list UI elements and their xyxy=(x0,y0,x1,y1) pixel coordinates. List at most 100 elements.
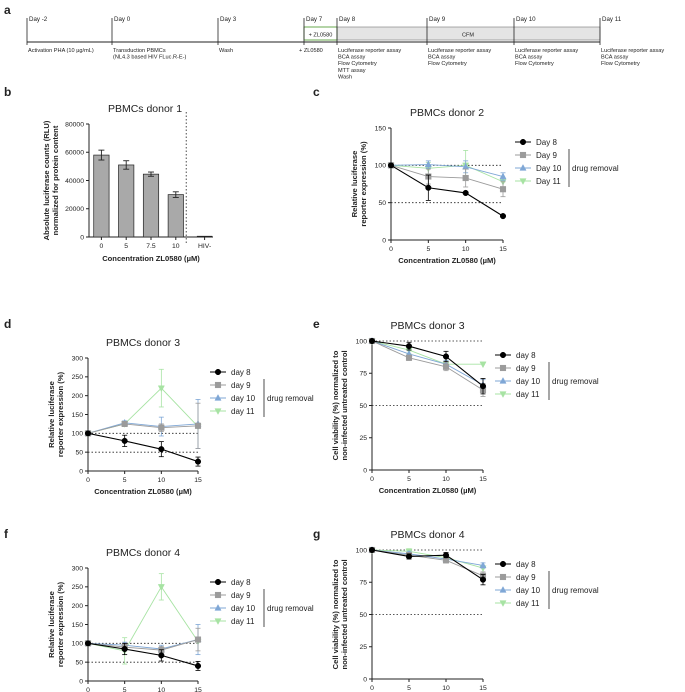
data-point xyxy=(194,662,202,669)
legend-label: day 10 xyxy=(231,604,256,613)
series-line xyxy=(371,340,483,365)
legend-marker xyxy=(519,151,527,159)
y-tick-label: 200 xyxy=(72,603,84,610)
data-point xyxy=(442,557,450,564)
y-tick-label: 150 xyxy=(72,412,84,419)
series-day8 xyxy=(84,640,202,671)
chart-title: PBMCs donor 1 xyxy=(108,103,182,115)
data-point xyxy=(194,422,202,429)
timeline-day-label: Day 10 xyxy=(516,16,536,23)
x-tick-label: 5 xyxy=(123,687,127,692)
series-day10 xyxy=(84,624,202,656)
x-tick-label: 0 xyxy=(86,477,90,484)
x-tick-label: 7.5 xyxy=(146,243,156,250)
legend-marker xyxy=(519,164,527,171)
data-point xyxy=(479,561,487,569)
timeline-note: Wash xyxy=(338,74,352,80)
data-point xyxy=(442,363,450,370)
x-tick-label: 10 xyxy=(158,477,166,484)
panel-label-e: e xyxy=(313,317,320,331)
timeline-note: BCA assay xyxy=(338,55,366,61)
timeline-event: Day 3 Wash xyxy=(217,16,237,54)
y-axis-label: Relative luciferasereporter expression (… xyxy=(47,581,65,667)
series-line xyxy=(390,164,504,177)
x-tick-label: 5 xyxy=(426,246,430,253)
data-point xyxy=(387,162,395,169)
data-point xyxy=(158,652,165,659)
legend-label: day 10 xyxy=(516,586,541,595)
legend-marker xyxy=(519,178,527,185)
series-day9 xyxy=(84,402,202,449)
y-tick-label: 0 xyxy=(363,676,367,683)
data-point xyxy=(462,189,469,197)
y-tick-label: 0 xyxy=(382,237,386,244)
legend-marker xyxy=(214,394,222,401)
chart-d: PBMCs donor 3 0 50 100 150 200 250 300 0 5 10 15Con… xyxy=(47,337,314,496)
x-axis-label: Concentration ZL0580 (µM) xyxy=(379,486,477,495)
y-tick-label: 100 xyxy=(72,431,84,438)
chart-g: PBMCs donor 40255075100051015Concentrati… xyxy=(331,529,599,692)
data-point xyxy=(442,353,450,360)
x-axis-label: Concentration ZL0580 (µM) xyxy=(94,487,192,496)
y-tick-label: 0 xyxy=(80,234,84,241)
y-axis-label-line: Cell viability (%) normalized to xyxy=(331,559,340,669)
series-day9 xyxy=(84,627,202,655)
series-line xyxy=(371,340,484,391)
data-point xyxy=(405,553,413,560)
timeline-note: Flow Cytometry xyxy=(338,61,377,67)
y-tick-label: 0 xyxy=(79,468,83,475)
series-day8 xyxy=(387,162,507,220)
legend-marker xyxy=(519,138,527,146)
legend-marker xyxy=(499,560,507,568)
legend: day 8 day 9 day 10 day 11 drug removal xyxy=(210,578,314,627)
y-axis-label-line: Absolute luciferase counts (RLU) xyxy=(42,120,51,240)
legend-bracket-label: drug removal xyxy=(267,604,314,613)
legend-bracket-label: drug removal xyxy=(552,586,599,595)
data-point xyxy=(405,354,413,361)
y-tick-label: 50 xyxy=(378,200,386,207)
chart-title: PBMCs donor 3 xyxy=(390,320,464,332)
y-tick-label: 100 xyxy=(375,163,387,170)
timeline-note: Flow Cytometry xyxy=(601,61,640,67)
timeline-note: Activation PHA (10 µg/mL) xyxy=(28,48,94,54)
series-day9 xyxy=(368,337,487,397)
x-tick-label: 5 xyxy=(124,243,128,250)
legend-label: Day 9 xyxy=(536,151,557,160)
chart-e: PBMCs donor 3 0 25 50 75 100 0 5 10 15Concentrati… xyxy=(331,320,599,495)
legend-bracket-label: drug removal xyxy=(552,377,599,386)
x-axis-label: Concentration ZL0580 (µM) xyxy=(398,256,496,265)
y-tick-label: 50 xyxy=(75,450,83,457)
series-day8 xyxy=(368,337,487,395)
legend-bracket-label: drug removal xyxy=(267,394,314,403)
timeline-note: Luciferase reporter assay xyxy=(338,48,401,54)
legend-marker xyxy=(214,578,222,586)
legend-marker xyxy=(214,591,222,599)
series-day11 xyxy=(387,149,507,186)
x-tick-label: 0 xyxy=(389,246,393,253)
y-axis-label-line: Relative luciferase xyxy=(47,381,56,448)
timeline-event: Day -2 Activation PHA (10 µg/mL) xyxy=(26,16,94,54)
series-line xyxy=(371,340,484,387)
legend-label: day 8 xyxy=(231,368,251,377)
legend-label: day 10 xyxy=(231,394,256,403)
timeline-event: Day 7 + ZL0580 xyxy=(299,16,323,54)
x-axis-label: Concentration ZL0580 (µM) xyxy=(102,254,200,263)
timeline-note: Luciferase reporter assay xyxy=(601,48,664,54)
chart-title: PBMCs donor 3 xyxy=(106,337,180,349)
x-tick-label: 0 xyxy=(370,476,374,483)
x-tick-label: 0 xyxy=(100,243,104,250)
y-axis-label-line: non-infected untreated control xyxy=(340,559,349,669)
y-axis-label: Relative luciferasereporter expression (… xyxy=(47,371,65,457)
data-point xyxy=(479,383,487,390)
timeline-note: MTT assay xyxy=(338,68,366,74)
legend-marker xyxy=(214,604,222,611)
y-tick-label: 40000 xyxy=(65,178,84,185)
data-point xyxy=(84,640,92,647)
data-point xyxy=(368,546,376,554)
timeline-note: Luciferase reporter assay xyxy=(428,48,491,54)
panel-label-c: c xyxy=(313,85,320,99)
legend-label: day 8 xyxy=(516,351,536,360)
series-line xyxy=(390,164,504,183)
chart-c: PBMCs donor 2 0 50 100 150 0 5 10 15Concentratio… xyxy=(350,107,619,265)
